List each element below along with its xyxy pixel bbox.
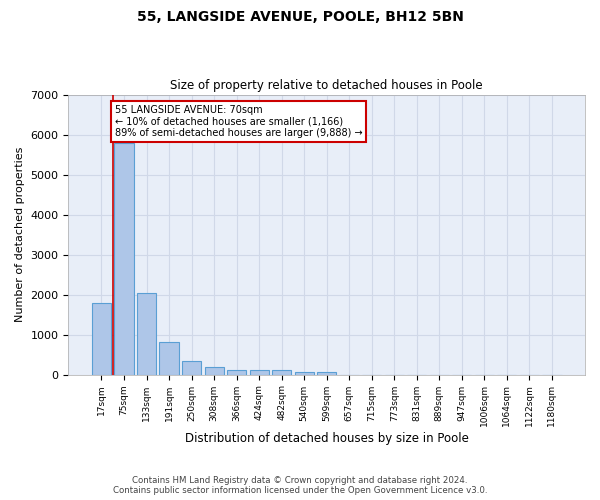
Bar	[317, 372, 336, 374]
Bar	[182, 361, 201, 374]
Bar	[115, 142, 134, 374]
Text: 55 LANGSIDE AVENUE: 70sqm
← 10% of detached houses are smaller (1,166)
89% of se: 55 LANGSIDE AVENUE: 70sqm ← 10% of detac…	[115, 104, 362, 138]
Bar	[92, 302, 111, 374]
Y-axis label: Number of detached properties: Number of detached properties	[15, 147, 25, 322]
Bar	[227, 370, 246, 374]
Bar	[160, 342, 179, 374]
Bar	[205, 367, 224, 374]
Title: Size of property relative to detached houses in Poole: Size of property relative to detached ho…	[170, 79, 483, 92]
Bar	[137, 292, 156, 374]
Bar	[250, 370, 269, 374]
Text: 55, LANGSIDE AVENUE, POOLE, BH12 5BN: 55, LANGSIDE AVENUE, POOLE, BH12 5BN	[137, 10, 463, 24]
Text: Contains HM Land Registry data © Crown copyright and database right 2024.
Contai: Contains HM Land Registry data © Crown c…	[113, 476, 487, 495]
Bar	[295, 372, 314, 374]
X-axis label: Distribution of detached houses by size in Poole: Distribution of detached houses by size …	[185, 432, 469, 445]
Bar	[272, 370, 291, 374]
